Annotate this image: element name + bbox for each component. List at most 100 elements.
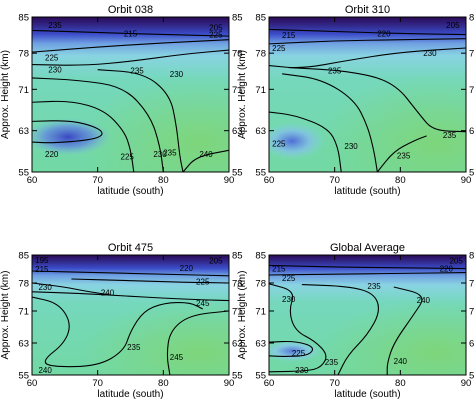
y-tick-label: 85: [18, 251, 29, 262]
contour-225: [269, 111, 342, 172]
contour-225: [32, 100, 135, 172]
contour-240: [182, 149, 229, 172]
x-tick-label: 90: [224, 175, 235, 186]
y-tick-label: 71: [18, 307, 29, 318]
contour-label: 235: [328, 67, 342, 76]
y-tick-label: 78: [18, 279, 29, 290]
panel-2: 195 205 215 220 230 225 240 245 235 245 240 Orbit 4…: [0, 242, 243, 400]
contour-230: [32, 49, 229, 66]
y-tick-label-right: 63: [232, 339, 243, 350]
x-axis-label: latitude (south): [97, 389, 163, 400]
y-tick-label-right: 78: [232, 49, 243, 60]
contour-label: 240: [38, 366, 52, 375]
contour-230: [269, 47, 466, 69]
x-axis-label: latitude (south): [97, 186, 163, 197]
contour-label: 235: [48, 21, 62, 30]
y-tick-label-right: 55: [469, 371, 474, 382]
contour-label: 225: [282, 274, 296, 283]
panel-title: Orbit 310: [345, 4, 390, 16]
y-tick-label-right: 71: [469, 85, 474, 96]
contour-215: [32, 29, 229, 37]
y-tick-label-right: 78: [469, 279, 474, 290]
x-axis-label: latitude (south): [334, 389, 400, 400]
contour-label: 230: [48, 66, 62, 75]
contour-235: [288, 67, 466, 133]
plot-frame: [268, 16, 467, 173]
contour-label: 240: [417, 296, 431, 305]
contour-label: 195: [35, 256, 49, 265]
contour-label: 230: [282, 295, 296, 304]
contour-230: [269, 283, 327, 373]
contour-235: [301, 284, 379, 375]
panel-1: 205 215 220 225 230 235 225 230 235 235 Orbit 310 5…: [237, 4, 474, 197]
contour-label: 230: [423, 49, 437, 58]
y-axis-label: Approx. Height (km): [0, 271, 11, 360]
y-tick-label: 78: [18, 49, 29, 60]
contour-240: [32, 291, 229, 302]
y-tick-label: 85: [255, 251, 266, 262]
y-tick-label-right: 63: [232, 126, 243, 137]
contour-label: 215: [282, 31, 296, 40]
contour-220: [32, 120, 103, 144]
x-tick-label: 80: [158, 378, 169, 389]
contour-230: [32, 282, 111, 296]
contour-label: 215: [272, 265, 286, 274]
x-tick-label: 70: [329, 175, 340, 186]
plot-frame: [31, 254, 230, 376]
x-axis-label: latitude (south): [334, 186, 400, 197]
contour-240: [386, 286, 423, 375]
contour-label: 220: [377, 30, 391, 39]
x-tick-label: 90: [461, 378, 472, 389]
contour-225: [71, 278, 229, 284]
y-tick-label: 55: [18, 371, 29, 382]
contour-215: [269, 264, 466, 270]
contour-label: 205: [449, 257, 463, 266]
contour-225: [269, 340, 314, 357]
plot-frame: [268, 254, 467, 376]
cold-pocket: [269, 122, 325, 160]
plot-frame: [31, 16, 230, 173]
y-axis-label: Approx. Height (km): [0, 50, 11, 139]
y-tick-label-right: 63: [469, 126, 474, 137]
panel-title: Global Average: [330, 242, 405, 254]
contour-label: 230: [344, 142, 358, 151]
x-tick-label: 90: [224, 378, 235, 389]
contour-label: 225: [209, 31, 223, 40]
contour-235: [376, 135, 427, 172]
contour-label: 220: [45, 150, 59, 159]
contour-label: 235: [130, 67, 144, 76]
x-tick-label: 80: [158, 175, 169, 186]
y-tick-label: 55: [255, 168, 266, 179]
contour-label: 220: [180, 264, 194, 273]
y-tick-label: 63: [18, 339, 29, 350]
y-tick-label: 85: [255, 13, 266, 24]
panel-title: Orbit 475: [108, 242, 153, 254]
y-tick-label-right: 63: [469, 339, 474, 350]
y-tick-label: 63: [255, 339, 266, 350]
cold-pocket: [32, 118, 111, 156]
y-tick-label: 63: [18, 126, 29, 137]
contour-label: 220: [440, 265, 454, 274]
contour-235: [32, 296, 203, 368]
contour-label: 235: [397, 151, 411, 160]
contour-label: 235: [325, 358, 339, 367]
y-tick-label-right: 85: [469, 13, 474, 24]
y-tick-label: 78: [255, 279, 266, 290]
x-tick-label: 70: [92, 175, 103, 186]
contour-225: [269, 38, 466, 45]
contour-label: 215: [124, 30, 138, 39]
y-tick-label-right: 78: [469, 49, 474, 60]
y-tick-label-right: 71: [469, 307, 474, 318]
y-tick-label-right: 85: [469, 251, 474, 262]
contour-label: 230: [153, 150, 167, 159]
y-tick-label: 55: [18, 168, 29, 179]
contour-label: 225: [45, 53, 59, 62]
contour-label: 230: [170, 70, 184, 79]
y-tick-label: 85: [18, 13, 29, 24]
contour-label: 230: [38, 283, 52, 292]
y-tick-label: 71: [255, 85, 266, 96]
contour-230: [282, 73, 378, 172]
